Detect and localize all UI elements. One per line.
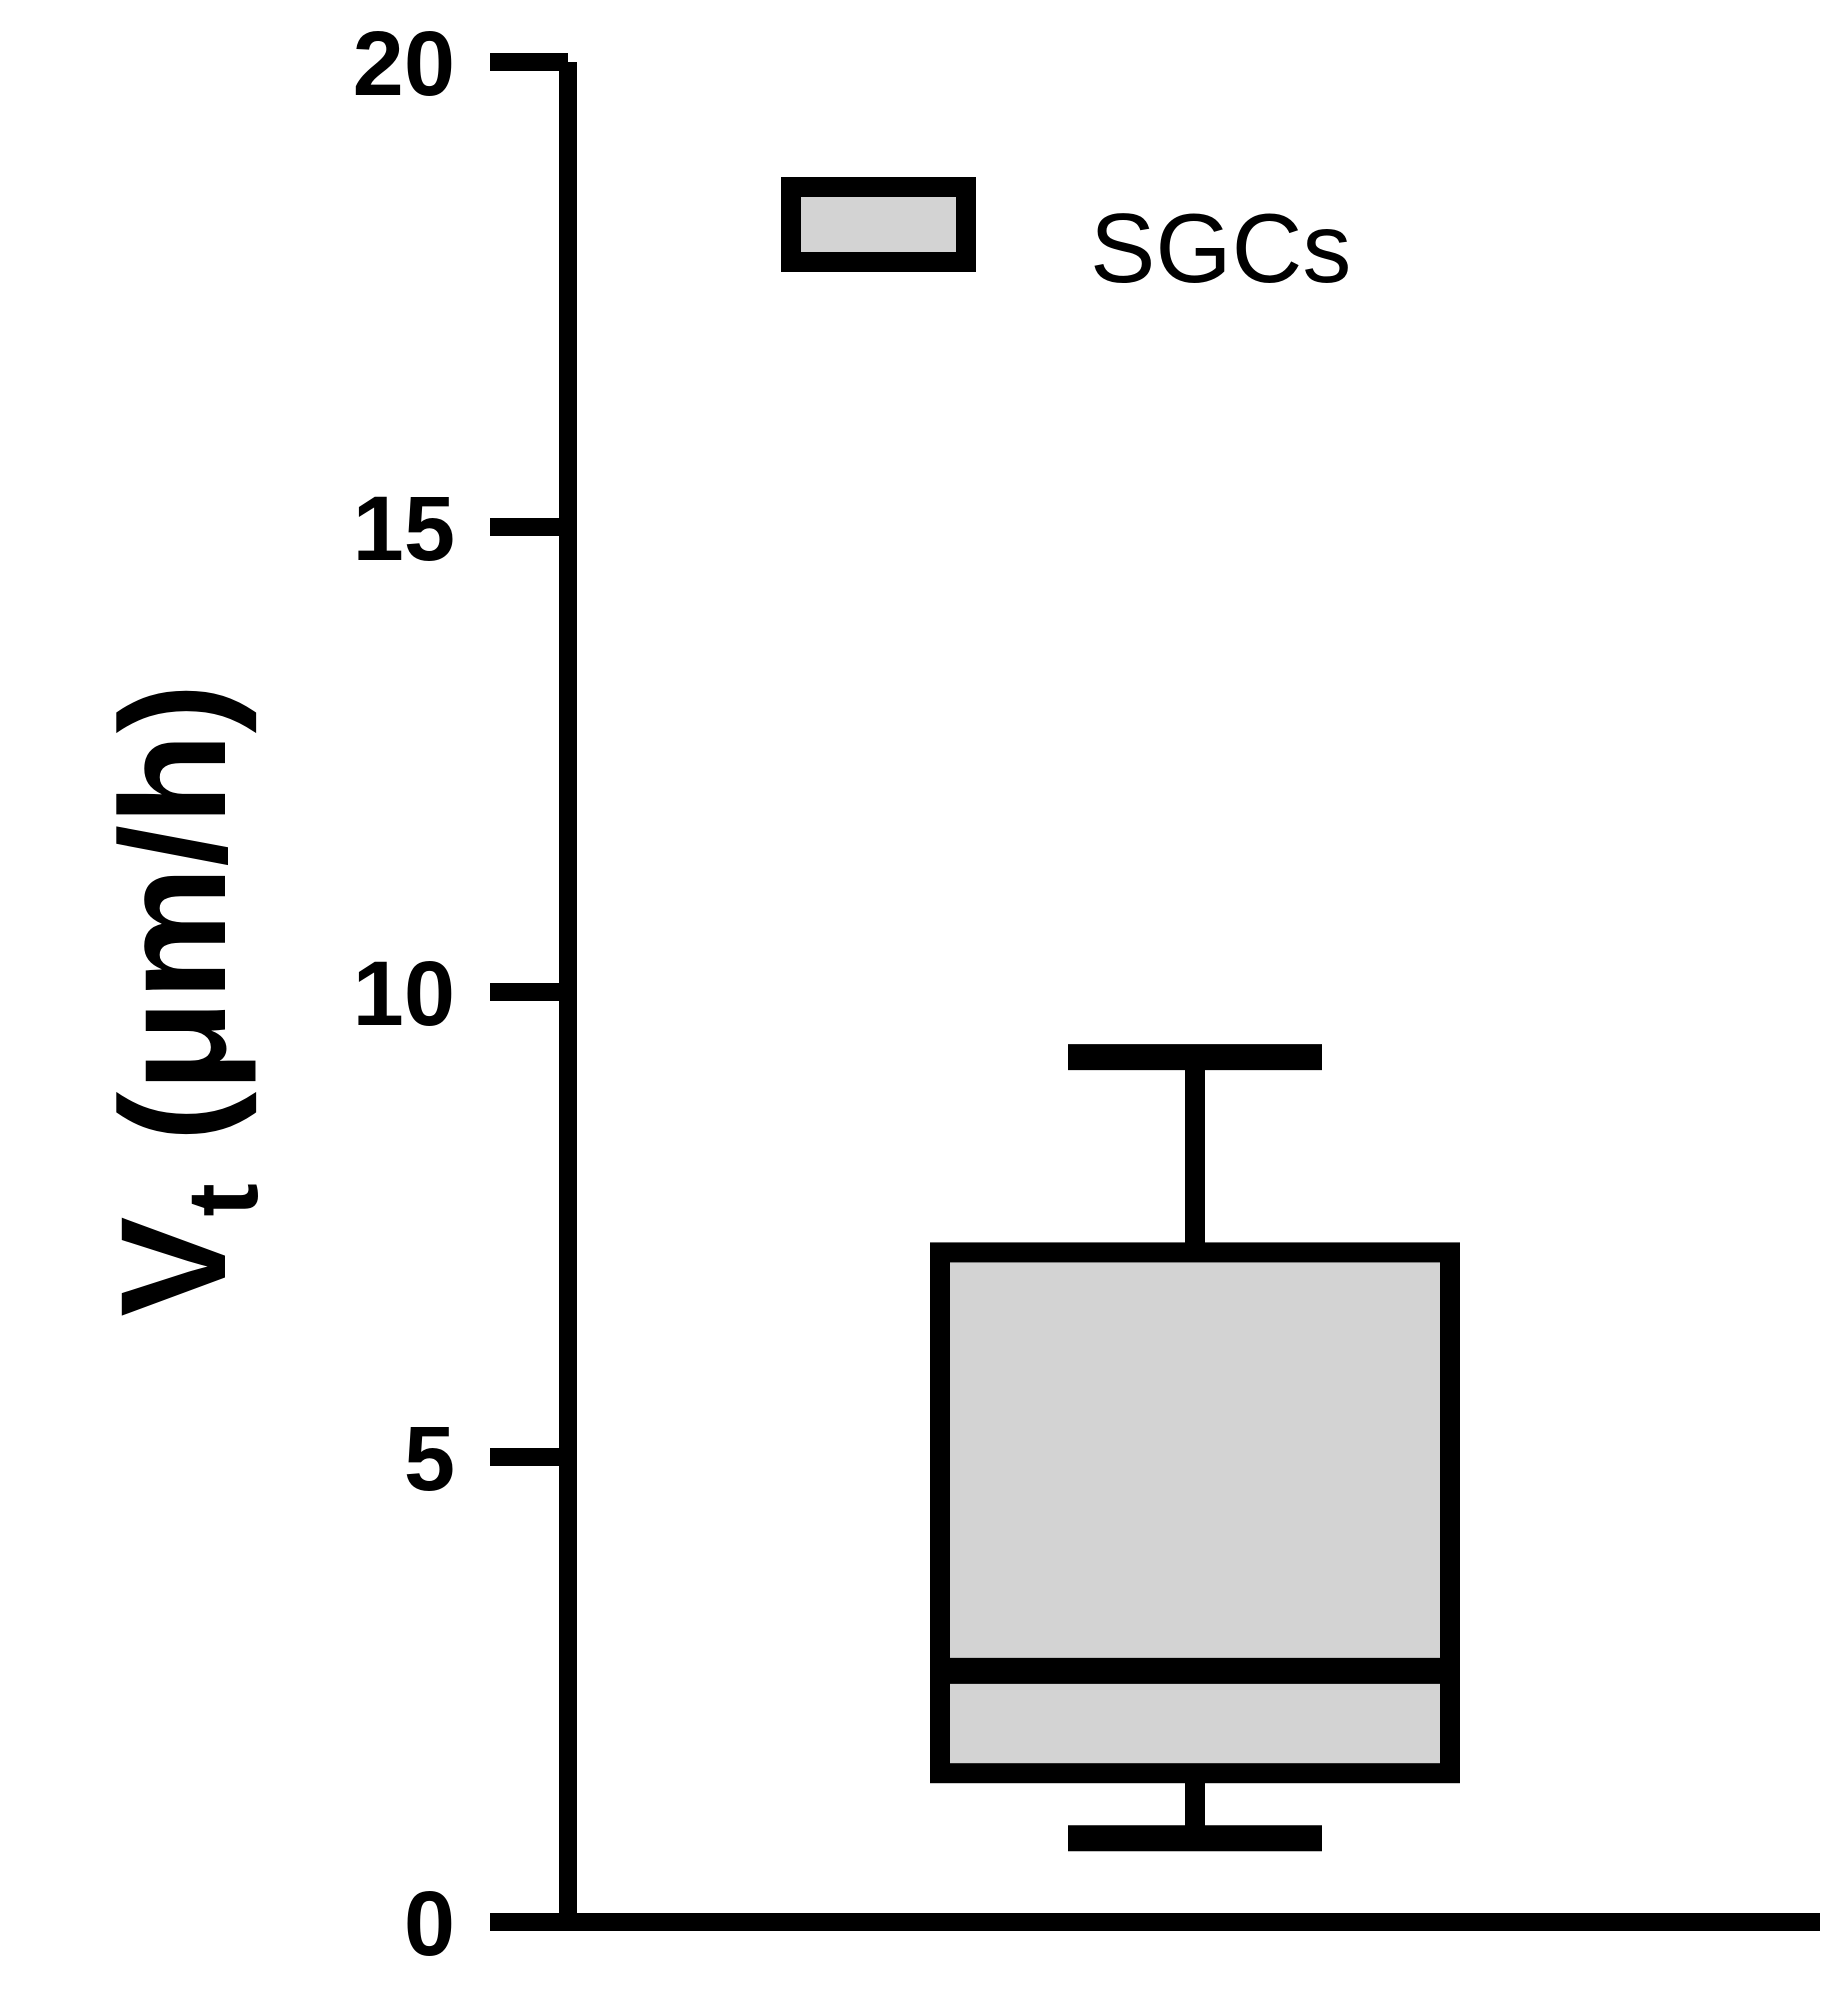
- y-axis-title-main: V: [89, 1217, 257, 1317]
- legend: SGCs: [781, 177, 1351, 303]
- y-tick-label-5: 5: [404, 1408, 455, 1510]
- y-axis-title-unit: (μm/h): [89, 683, 257, 1183]
- y-axis-title-subscript: t: [167, 1183, 279, 1216]
- y-axis-title: Vt (μm/h): [89, 683, 279, 1316]
- y-tick-label-20: 20: [353, 13, 455, 115]
- y-tick-labels: 0 5 10 15 20: [353, 13, 455, 1975]
- y-tick-label-15: 15: [353, 478, 455, 580]
- legend-swatch: [781, 177, 976, 272]
- interquartile-box: [930, 1242, 1460, 1784]
- y-tick-label-0: 0: [404, 1873, 455, 1975]
- box-series: [930, 1044, 1460, 1852]
- y-tick-label-10: 10: [353, 943, 455, 1045]
- legend-label: SGCs: [1090, 193, 1351, 303]
- y-ticks: [490, 53, 568, 1931]
